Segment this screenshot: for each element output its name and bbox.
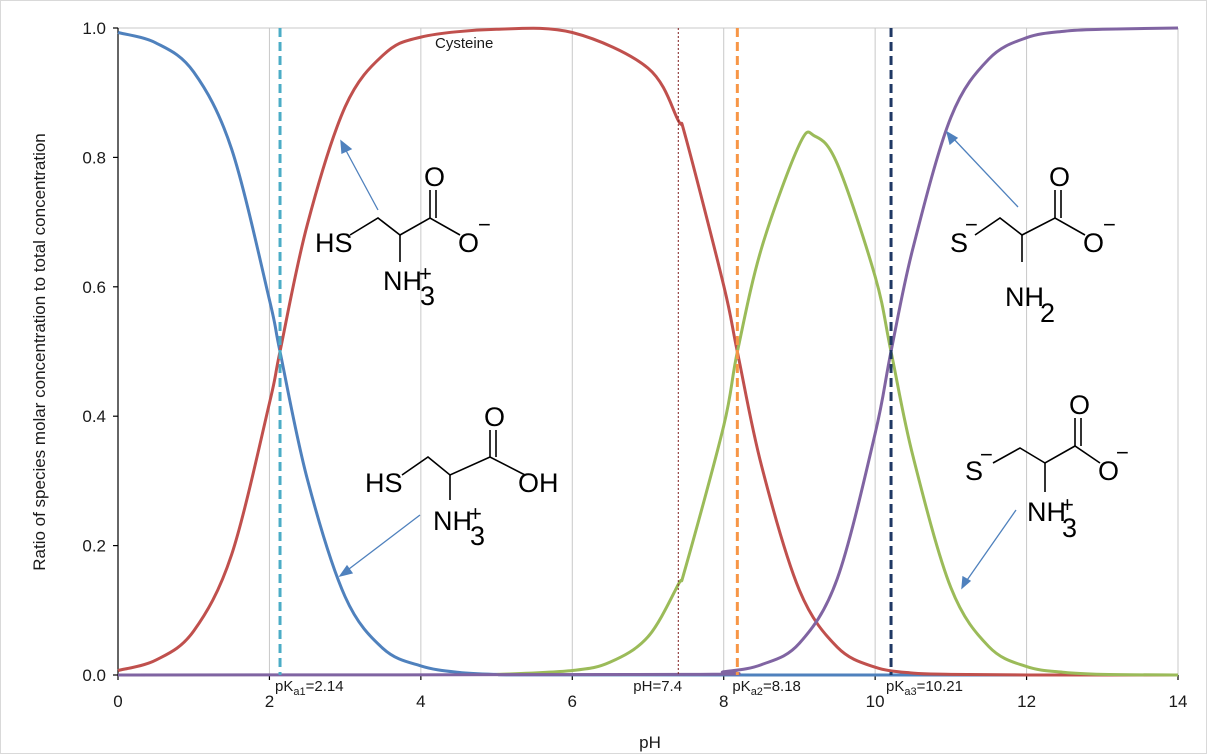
x-tick-label: 8: [719, 692, 728, 711]
y-tick-label: 0.6: [82, 278, 106, 297]
chart-title: Cysteine: [435, 35, 493, 52]
vline-label-base: pK: [886, 678, 904, 695]
oxygen-charge: −: [1116, 440, 1129, 465]
tick-labels: 0.0 0.2 0.4 0.6 0.8 1.0 0 2 4 6 8 10 12 14: [82, 19, 1187, 711]
vline-label-sub: a1: [293, 686, 305, 698]
amine-subscript: 3: [1062, 513, 1077, 543]
vline-label: pH=7.4: [633, 678, 682, 695]
amine-subscript: 2: [1040, 298, 1055, 328]
y-tick-label: 0.4: [82, 407, 106, 426]
structure-cation: HS O OH NH 3 +: [365, 402, 559, 551]
x-tick-label: 14: [1169, 692, 1188, 711]
arrow-head: [945, 130, 959, 146]
vline-label-base: pH=7.4: [633, 678, 682, 695]
arrow-head: [340, 139, 353, 154]
series-line-3: [117, 26, 1179, 677]
oxygen-top: O: [1069, 390, 1090, 420]
oxygen-side: O: [1083, 228, 1104, 258]
x-tick-label: 2: [265, 692, 274, 711]
arrow-to-blue-curve: [344, 514, 421, 573]
thiolate-group: S: [950, 228, 968, 258]
x-tick-label: 12: [1017, 692, 1036, 711]
reference-lines: [278, 28, 893, 675]
y-tick-label: 0.0: [82, 666, 106, 685]
x-axis-title: pH: [639, 733, 661, 752]
vline-label-value: =10.21: [917, 678, 963, 695]
thiolate-group: S: [965, 456, 983, 486]
amine-subscript: 3: [470, 521, 485, 551]
hydroxyl-group: OH: [518, 468, 559, 498]
amine-group: NH: [1005, 282, 1044, 312]
series-line-1: [117, 26, 1179, 677]
grid-lines: [118, 27, 1179, 675]
vline-label-value: =8.18: [763, 678, 801, 695]
amine-charge: +: [1061, 492, 1074, 517]
oxygen-side: O: [1098, 456, 1119, 486]
amine-group: NH: [1027, 497, 1066, 527]
y-axis-title: Ratio of species molar concentration to …: [30, 133, 49, 571]
y-tick-label: 0.2: [82, 537, 106, 556]
structure-anion: S − O O − NH 3 +: [965, 390, 1129, 543]
thiolate-charge: −: [980, 442, 993, 467]
series-line-2: [496, 130, 1179, 677]
vline-label: pKa1=2.14: [275, 678, 344, 698]
x-tick-label: 6: [568, 692, 577, 711]
vline-label: pKa2=8.18: [732, 678, 801, 698]
structure-zwitterion: HS O O − NH 3 +: [315, 162, 491, 311]
vline-label-sub: a2: [751, 686, 763, 698]
amine-group: NH: [433, 506, 472, 536]
vline-label-base: pK: [275, 678, 293, 695]
arrow-head: [338, 564, 354, 578]
oxygen-charge: −: [478, 212, 491, 237]
y-tick-label: 1.0: [82, 19, 106, 38]
vline-label-value: =2.14: [306, 678, 344, 695]
amine-charge: +: [419, 261, 432, 286]
arrow-to-purple-curve: [950, 135, 1019, 208]
thiol-group: HS: [365, 468, 403, 498]
amine-charge: +: [469, 501, 482, 526]
series-lines: [117, 26, 1179, 677]
oxygen-side: O: [458, 228, 479, 258]
vline-label: pKa3=10.21: [886, 678, 963, 698]
amine-group: NH: [383, 266, 422, 296]
oxygen-top: O: [484, 402, 505, 432]
vline-label-sub: a3: [904, 686, 916, 698]
amine-subscript: 3: [420, 281, 435, 311]
annotation-arrows: [338, 130, 1019, 590]
vline-label-base: pK: [732, 678, 750, 695]
structure-dianion: S − O O − NH 2: [950, 162, 1116, 328]
x-tick-label: 4: [416, 692, 425, 711]
arrow-to-red-curve: [342, 144, 379, 211]
x-tick-label: 10: [866, 692, 885, 711]
arrow-to-green-curve: [964, 509, 1017, 584]
x-tick-label: 0: [113, 692, 122, 711]
arrow-head: [961, 575, 972, 590]
oxygen-top: O: [1049, 162, 1070, 192]
reference-line-labels: pKa1=2.14 pH=7.4 pKa2=8.18 pKa3=10.21: [275, 678, 963, 698]
oxygen-charge: −: [1103, 212, 1116, 237]
y-tick-label: 0.8: [82, 148, 106, 167]
thiol-group: HS: [315, 228, 353, 258]
thiolate-charge: −: [965, 212, 978, 237]
oxygen-top: O: [424, 162, 445, 192]
